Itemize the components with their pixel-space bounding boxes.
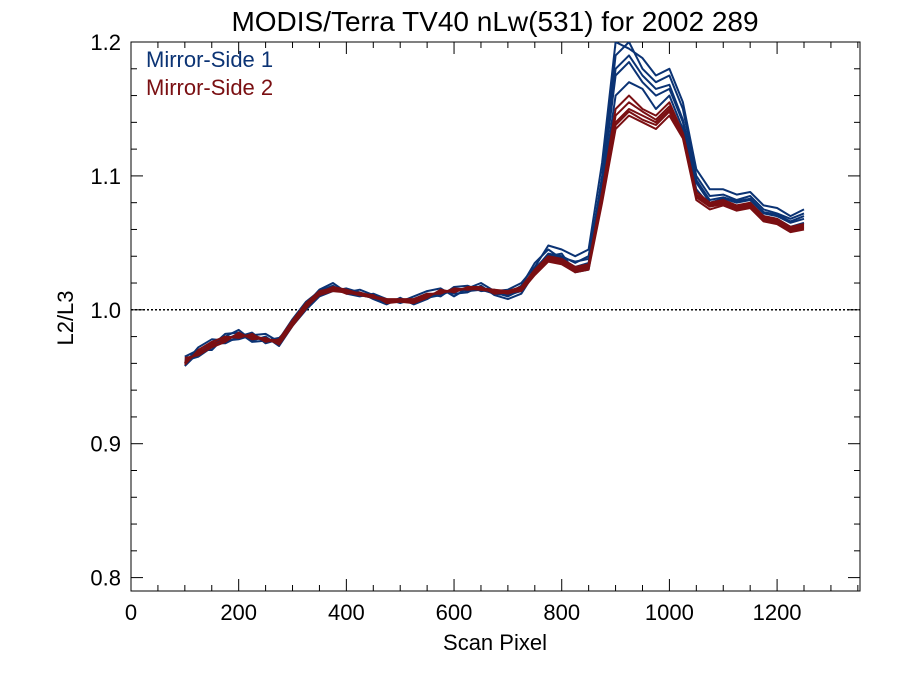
x-axis-title: Scan Pixel [443, 630, 547, 655]
x-tick-label: 600 [436, 600, 473, 625]
mirror-side-2-line [184, 108, 805, 363]
x-tick-label: 1200 [753, 600, 802, 625]
plot-frame [130, 41, 861, 592]
x-tick-label: 400 [328, 600, 365, 625]
plot-axes: 0 200 400 600 800 1000 1200 0.8 0.9 1.0 1.1 1.2 [90, 30, 861, 625]
mirror-side-2-line [184, 101, 805, 365]
x-tick-label: 800 [543, 600, 580, 625]
mirror-side-2-line [184, 114, 805, 359]
plot-series [184, 42, 805, 367]
y-tick-label: 0.9 [90, 432, 121, 457]
legend: Mirror-Side 1 Mirror-Side 2 [146, 47, 273, 100]
x-tick-label: 1000 [645, 600, 694, 625]
y-axis-title: L2/L3 [53, 290, 78, 345]
legend-entry-mirror-side-1: Mirror-Side 1 [146, 47, 273, 72]
x-tick-label: 0 [125, 600, 137, 625]
legend-entry-mirror-side-2: Mirror-Side 2 [146, 75, 273, 100]
mirror-side-1-line [184, 61, 805, 362]
mirror-side-2-line [184, 94, 805, 366]
y-tick-label: 1.0 [90, 298, 121, 323]
chart-title: MODIS/Terra TV40 nLw(531) for 2002 289 [231, 6, 758, 37]
y-tick-label: 1.2 [90, 30, 121, 55]
y-tick-label: 1.1 [90, 164, 121, 189]
y-tick-label: 0.8 [90, 566, 121, 591]
mirror-side-1-line [184, 81, 805, 358]
x-tick-label: 200 [220, 600, 257, 625]
mirror-side-2-line [184, 110, 805, 362]
